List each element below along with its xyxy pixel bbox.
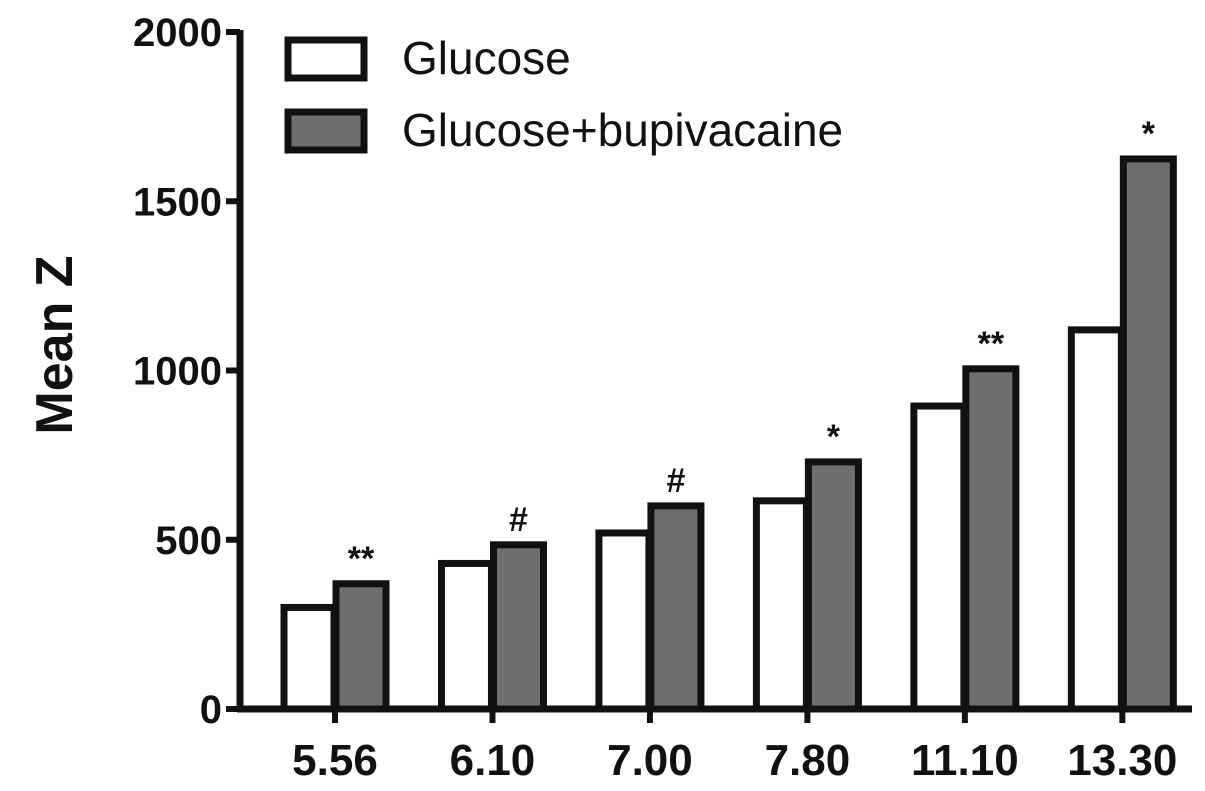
- bar-glucose: [280, 603, 338, 713]
- y-tick-label: 1000: [133, 350, 222, 394]
- y-tick-label: 1500: [133, 180, 222, 224]
- legend-label: Glucose+bupivacaine: [402, 104, 843, 156]
- bar-glucose-bupivacaine: [962, 365, 1020, 713]
- axes: 0 500 1000 1500 2000 5.56 6.10 7.00 7.80 11.10 13.…: [133, 11, 1192, 785]
- legend: Glucose Glucose+bupivacaine: [284, 32, 843, 156]
- y-tick-label: 500: [155, 519, 222, 563]
- y-axis-title: Mean Z: [26, 255, 84, 434]
- x-tick-label: 7.80: [765, 736, 851, 785]
- bar-glucose-bupivacaine: [647, 502, 705, 713]
- bar-glucose: [1067, 326, 1125, 713]
- x-tick-label: 13.30: [1067, 736, 1177, 785]
- bar-glucose: [910, 402, 968, 713]
- bars: [280, 155, 1177, 713]
- bar-glucose-bupivacaine: [1119, 155, 1177, 713]
- bar-glucose: [437, 559, 495, 713]
- legend-swatch: [284, 36, 368, 82]
- y-tick-label: 0: [200, 688, 222, 732]
- x-tick-label: 6.10: [450, 736, 536, 785]
- significance-marker: **: [348, 540, 375, 578]
- significance-marker: **: [978, 325, 1005, 363]
- significance-marker: #: [509, 501, 528, 539]
- significance-marker: *: [1142, 115, 1156, 153]
- significance-marker: #: [666, 462, 685, 500]
- x-tick-label: 7.00: [607, 736, 693, 785]
- x-tick-label: 11.10: [911, 736, 1019, 785]
- bar-glucose: [752, 497, 810, 713]
- legend-label: Glucose: [402, 32, 571, 84]
- bar-glucose-bupivacaine: [489, 541, 547, 713]
- x-tick-label: 5.56: [292, 736, 378, 785]
- annotations: **##****: [348, 115, 1156, 578]
- significance-marker: *: [827, 418, 841, 456]
- bar-glucose-bupivacaine: [804, 458, 862, 713]
- bar-glucose-bupivacaine: [332, 580, 390, 713]
- legend-swatch: [284, 108, 368, 154]
- y-tick-label: 2000: [133, 11, 222, 55]
- bar-glucose: [595, 529, 653, 713]
